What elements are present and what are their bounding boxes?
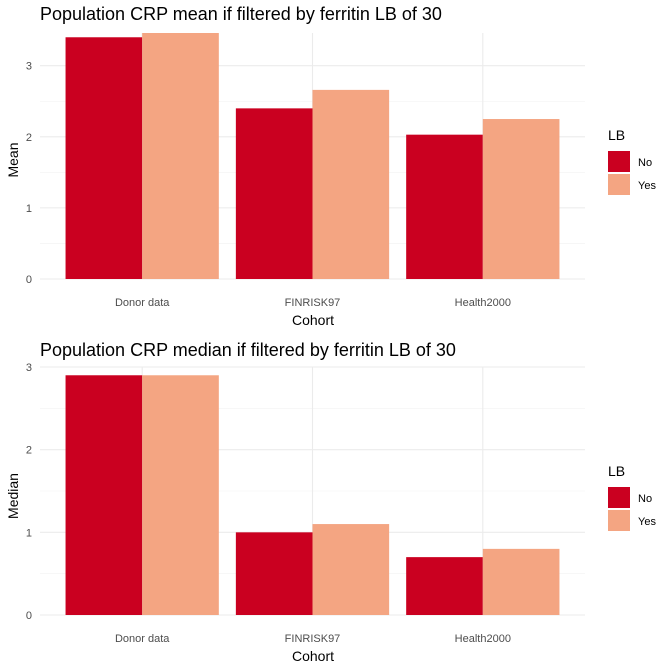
median-chart-x-axis-title: Cohort (292, 648, 334, 664)
mean-chart-legend: LB No Yes (608, 127, 656, 195)
y-tick-label: 0 (26, 610, 32, 622)
legend-key-yes (608, 174, 630, 195)
bar-no-health2000 (406, 134, 483, 279)
x-tick-label: Donor data (115, 633, 170, 645)
median-chart-x-ticks: Donor data FINRISK97 Health2000 (115, 633, 511, 645)
legend-title: LB (608, 127, 625, 143)
bar-yes-donor-data (142, 33, 219, 279)
median-chart-bars (65, 375, 560, 615)
y-tick-label: 1 (26, 203, 32, 215)
median-chart-y-ticks: 0 1 2 3 (26, 362, 32, 622)
bar-no-donor-data (65, 37, 143, 279)
bar-no-finrisk97 (235, 532, 313, 615)
x-tick-label: Health2000 (455, 297, 511, 309)
mean-chart-bars (65, 33, 560, 279)
bar-yes-donor-data (142, 375, 219, 615)
median-chart-y-axis-title: Median (5, 473, 21, 519)
mean-chart-title: Population CRP mean if filtered by ferri… (40, 4, 442, 24)
x-tick-label: Health2000 (455, 633, 511, 645)
legend-title: LB (608, 463, 625, 479)
legend-label-no: No (638, 493, 652, 505)
bar-yes-finrisk97 (312, 524, 390, 615)
x-tick-label: Donor data (115, 297, 170, 309)
y-tick-label: 2 (26, 445, 32, 457)
y-tick-label: 1 (26, 527, 32, 539)
legend-label-yes: Yes (638, 180, 656, 192)
mean-chart-y-ticks: 0 1 2 3 (26, 61, 32, 286)
mean-chart: Population CRP mean if filtered by ferri… (5, 4, 656, 328)
bar-no-health2000 (406, 557, 483, 615)
mean-chart-y-axis-title: Mean (5, 142, 21, 177)
bar-yes-health2000 (482, 119, 560, 279)
mean-chart-x-ticks: Donor data FINRISK97 Health2000 (115, 297, 511, 309)
y-tick-label: 3 (26, 362, 32, 374)
legend-label-yes: Yes (638, 516, 656, 528)
x-tick-label: FINRISK97 (285, 297, 341, 309)
bar-yes-health2000 (482, 548, 560, 615)
median-chart-title: Population CRP median if filtered by fer… (40, 340, 456, 360)
median-chart-legend: LB No Yes (608, 463, 656, 531)
y-tick-label: 2 (26, 132, 32, 144)
legend-key-no (608, 151, 630, 172)
y-tick-label: 0 (26, 274, 32, 286)
legend-key-yes (608, 510, 630, 531)
y-tick-label: 3 (26, 61, 32, 73)
median-chart: Population CRP median if filtered by fer… (5, 340, 656, 664)
legend-label-no: No (638, 157, 652, 169)
x-tick-label: FINRISK97 (285, 633, 341, 645)
bar-yes-finrisk97 (312, 89, 390, 279)
legend-key-no (608, 487, 630, 508)
mean-chart-x-axis-title: Cohort (292, 312, 334, 328)
bar-no-donor-data (65, 375, 143, 615)
bar-no-finrisk97 (235, 108, 313, 279)
